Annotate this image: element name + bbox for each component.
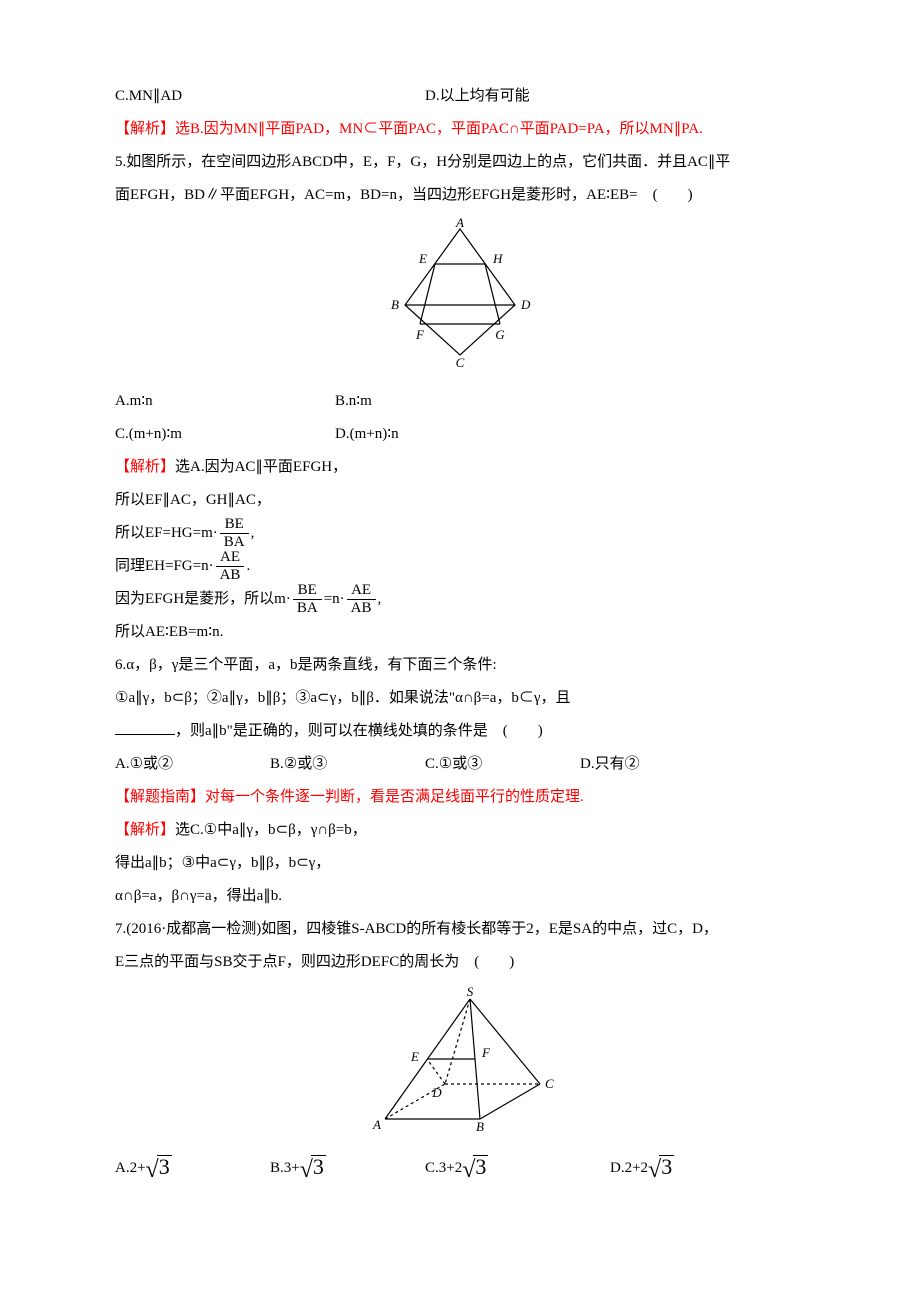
svg-text:D: D bbox=[520, 297, 531, 312]
q5-sol-3: 所以EF=HG=m·BEBA, bbox=[115, 517, 805, 550]
svg-text:F: F bbox=[481, 1045, 491, 1060]
svg-text:G: G bbox=[495, 327, 505, 342]
q4-opt-c: C.MN∥AD bbox=[115, 80, 425, 113]
q5-options-ab: A.m∶n B.n∶m bbox=[115, 385, 805, 418]
frac-ae-ab: AEAB bbox=[216, 550, 245, 583]
q6-sol-3: α∩β=a，β∩γ=a，得出a∥b. bbox=[115, 880, 805, 913]
svg-text:A: A bbox=[372, 1117, 381, 1132]
q5-options-cd: C.(m+n)∶m D.(m+n)∶n bbox=[115, 418, 805, 451]
q7-line-1: 7.(2016·成都高一检测)如图，四棱锥S-ABCD的所有棱长都等于2，E是S… bbox=[115, 913, 805, 946]
q4-options-cd: C.MN∥AD D.以上均有可能 bbox=[115, 80, 805, 113]
q6-opt-d: D.只有② bbox=[580, 748, 735, 781]
q6-sol-1: 【解析】选C.①中a∥γ，b⊂β，γ∩β=b， bbox=[115, 814, 805, 847]
q5-opt-c: C.(m+n)∶m bbox=[115, 418, 335, 451]
fill-blank bbox=[115, 719, 175, 735]
q5-opt-d: D.(m+n)∶n bbox=[335, 418, 399, 451]
q5-sol-2: 所以EF∥AC，GH∥AC， bbox=[115, 484, 805, 517]
q6-line-1: 6.α，β，γ是三个平面，a，b是两条直线，有下面三个条件: bbox=[115, 649, 805, 682]
q6-options: A.①或② B.②或③ C.①或③ D.只有② bbox=[115, 748, 805, 781]
svg-text:C: C bbox=[456, 355, 465, 367]
q5-sol-4: 同理EH=FG=n·AEAB. bbox=[115, 550, 805, 583]
q7-line-2: E三点的平面与SB交于点F，则四边形DEFC的周长为 ( ) bbox=[115, 946, 805, 979]
q6-line-2: ①a∥γ，b⊂β；②a∥γ，b∥β；③a⊂γ，b∥β．如果说法"α∩β=a，b⊂… bbox=[115, 682, 805, 715]
q4-solution: 【解析】选B.因为MN∥平面PAD，MN⊂平面PAC，平面PAC∩平面PAD=P… bbox=[115, 113, 805, 146]
q6-opt-c: C.①或③ bbox=[425, 748, 580, 781]
svg-text:B: B bbox=[476, 1119, 484, 1134]
q5-sol-5: 因为EFGH是菱形，所以m·BEBA=n·AEAB, bbox=[115, 583, 805, 616]
q6-hint: 【解题指南】对每一个条件逐一判断，看是否满足线面平行的性质定理. bbox=[115, 781, 805, 814]
q4-opt-d: D.以上均有可能 bbox=[425, 80, 530, 113]
svg-text:E: E bbox=[410, 1049, 419, 1064]
q7-opt-c: C.3+23 bbox=[425, 1152, 610, 1185]
q7-figure: S A B C D E F bbox=[115, 984, 805, 1147]
q5-figure: A B C D E H F G bbox=[115, 217, 805, 380]
q6-sol-2: 得出a∥b；③中a⊂γ，b∥β，b⊂γ， bbox=[115, 847, 805, 880]
frac-be-ba: BEBA bbox=[220, 517, 249, 550]
q5-sol-6: 所以AE∶EB=m∶n. bbox=[115, 616, 805, 649]
q6-line-3: ，则a∥b"是正确的，则可以在横线处填的条件是 ( ) bbox=[115, 715, 805, 748]
q7-options: A.2+3 B.3+3 C.3+23 D.2+23 bbox=[115, 1152, 805, 1185]
svg-text:B: B bbox=[391, 297, 399, 312]
q7-opt-b: B.3+3 bbox=[270, 1152, 425, 1185]
q5-opt-b: B.n∶m bbox=[335, 385, 372, 418]
svg-text:E: E bbox=[418, 251, 427, 266]
q6-opt-a: A.①或② bbox=[115, 748, 270, 781]
q7-opt-a: A.2+3 bbox=[115, 1152, 270, 1185]
q5-stem-2: 面EFGH，BD∥平面EFGH，AC=m，BD=n，当四边形EFGH是菱形时，A… bbox=[115, 179, 805, 212]
q5-stem-1: 5.如图所示，在空间四边形ABCD中，E，F，G，H分别是四边上的点，它们共面．… bbox=[115, 146, 805, 179]
q7-opt-d: D.2+23 bbox=[610, 1152, 765, 1185]
svg-text:D: D bbox=[431, 1085, 442, 1100]
svg-text:C: C bbox=[545, 1076, 554, 1091]
q5-sol-1: 【解析】选A.因为AC∥平面EFGH， bbox=[115, 451, 805, 484]
svg-text:A: A bbox=[455, 217, 464, 230]
svg-text:F: F bbox=[415, 327, 425, 342]
q5-opt-a: A.m∶n bbox=[115, 385, 335, 418]
svg-text:H: H bbox=[492, 251, 503, 266]
svg-text:S: S bbox=[467, 984, 474, 999]
q6-opt-b: B.②或③ bbox=[270, 748, 425, 781]
